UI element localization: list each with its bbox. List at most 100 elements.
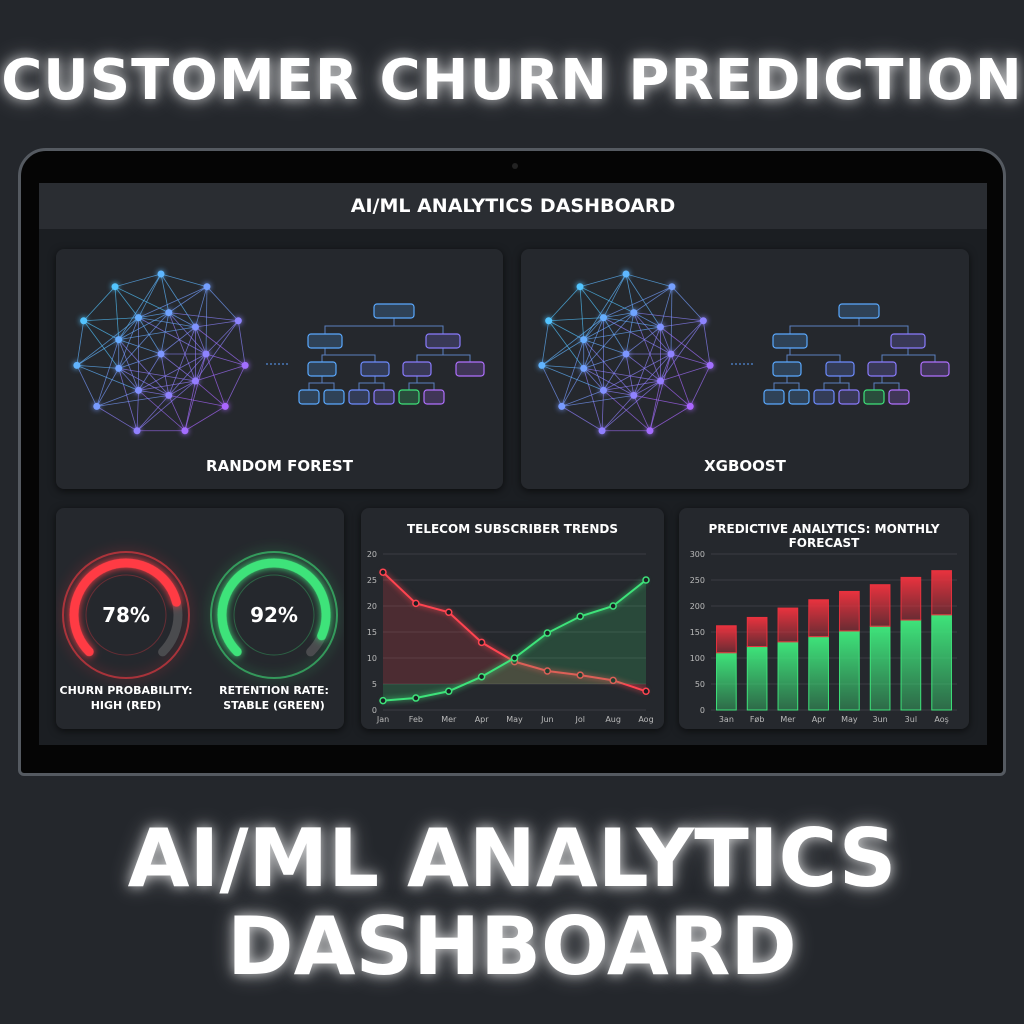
x-tick-label: Aoş: [934, 715, 948, 724]
y-tick-label: 100: [690, 654, 705, 663]
x-tick-label: Mer: [780, 715, 796, 724]
tree-edge: [408, 376, 418, 390]
network-edge: [603, 312, 634, 319]
network-node: [157, 350, 165, 358]
bar-segment: [746, 646, 768, 711]
bar-segment: [900, 619, 922, 711]
network-node: [165, 309, 173, 317]
network-node: [580, 364, 588, 372]
network-edge: [561, 389, 604, 407]
network-edge: [603, 390, 651, 432]
line-chart: 0 5 10 15 20 25 20 Jan Feb Mer Apr May Jun Jol Aug Aog: [367, 550, 654, 724]
network-edge: [633, 312, 704, 322]
tree-edge: [416, 376, 435, 390]
network-edge: [138, 317, 207, 355]
network-edge: [96, 368, 120, 407]
network-edge: [184, 406, 226, 432]
network-edge: [548, 320, 585, 369]
network-edge: [541, 364, 584, 369]
network-edge: [118, 273, 162, 340]
network-edge: [160, 312, 170, 355]
tree-edge: [442, 348, 471, 362]
network-edge: [625, 326, 661, 355]
network-edge: [160, 326, 196, 355]
network-edge: [114, 286, 169, 313]
x-tick-label: May: [841, 715, 858, 724]
bar-segment: [808, 599, 829, 638]
retention-gauge-value: 92%: [250, 603, 298, 627]
x-tick-label: Jun: [540, 715, 554, 724]
network-edge: [583, 339, 627, 355]
network-edge: [83, 320, 119, 340]
x-tick-label: May: [506, 715, 523, 724]
network-edge: [118, 326, 196, 341]
x-tick-label: 3un: [873, 715, 888, 724]
network-edge: [168, 394, 226, 407]
network-edge: [195, 320, 239, 328]
tree-edge: [393, 318, 444, 334]
network-edge: [118, 368, 138, 431]
network-edge: [76, 339, 119, 366]
network-edge: [583, 368, 603, 431]
y-tick-label: 10: [367, 654, 377, 663]
retention-gauge-label: RETENTION RATE: STABLE (GREEN): [219, 684, 329, 712]
network-edge: [583, 273, 627, 340]
network-edge: [136, 395, 170, 432]
network-edge: [184, 353, 207, 431]
network-node: [686, 402, 694, 410]
model-panel-xgboost[interactable]: XGBOOST: [521, 249, 969, 489]
network-edge: [561, 368, 585, 407]
y-tick-label: 200: [690, 602, 705, 611]
network-edge: [96, 394, 169, 407]
network-node: [646, 427, 654, 435]
data-point: [477, 638, 486, 647]
tree-edge: [839, 376, 850, 390]
network-node: [538, 361, 546, 369]
network-edge: [689, 365, 711, 407]
y-tick-label: 20: [367, 550, 377, 559]
network-node: [191, 323, 199, 331]
network-edge: [548, 320, 584, 340]
network-edge: [160, 353, 170, 396]
network-edge: [561, 394, 634, 407]
model-panel-random-forest[interactable]: RANDOM FOREST: [56, 249, 503, 489]
network-edge: [160, 353, 196, 382]
network-edge: [603, 353, 672, 391]
network-edge: [118, 353, 162, 369]
network-node: [706, 361, 714, 369]
x-tick-label: Feb: [409, 715, 423, 724]
tree-node: [423, 389, 445, 405]
network-edge: [548, 317, 604, 322]
tree-node: [867, 361, 897, 377]
network-node: [191, 377, 199, 385]
network-edge: [670, 320, 704, 355]
tree-node: [307, 361, 337, 377]
network-edge: [601, 380, 661, 432]
network-edge: [237, 320, 246, 366]
tree-edge: [858, 318, 909, 334]
network-node: [133, 427, 141, 435]
network-node: [600, 386, 607, 394]
network-edge: [649, 406, 691, 432]
network-edge: [168, 395, 186, 431]
gauge-fill: [69, 558, 183, 672]
bar-segment: [931, 570, 952, 616]
network-node: [656, 323, 664, 331]
network-edge: [76, 364, 119, 369]
x-tick-label: Jan: [376, 715, 389, 724]
gauge-fill: [217, 558, 331, 672]
x-tick-label: 3an: [719, 715, 734, 724]
x-tick-label: Føb: [750, 715, 765, 724]
network-edge: [633, 326, 661, 396]
bar-chart-panel: PREDICTIVE ANALYTICS: MONTHLY FORECAST 0…: [679, 508, 969, 729]
network-edge: [625, 273, 673, 288]
network-edge: [633, 394, 691, 407]
bar-segment: [746, 616, 768, 648]
network-edge: [118, 339, 162, 355]
network-edge: [138, 312, 169, 319]
gauge-panel: 78% 92% CHURN PROBABILITY: HIGH (RED) RET…: [56, 508, 344, 729]
tree-node: [402, 361, 432, 377]
network-edge: [670, 286, 673, 355]
gauge-inner-ring: [85, 574, 167, 656]
y-tick-label: 20: [367, 602, 377, 611]
